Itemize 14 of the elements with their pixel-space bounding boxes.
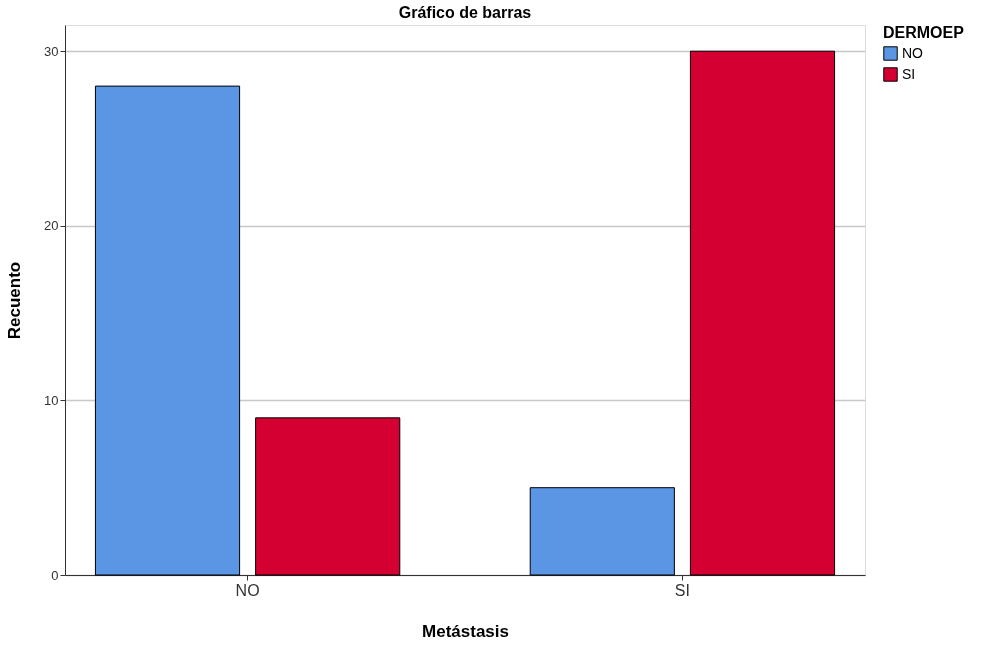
legend-title: DERMOEP [883, 24, 965, 41]
bar [255, 417, 401, 576]
y-tick-label: 30 [44, 43, 59, 59]
legend-label: SI [902, 65, 916, 82]
legend-label: NO [902, 44, 924, 61]
x-axis-title: Metástasis [422, 621, 509, 641]
chart-title: Gráfico de barras [398, 4, 532, 21]
y-tick-label: 20 [44, 218, 59, 234]
bar [529, 487, 675, 576]
y-axis-title: Recuento [5, 261, 25, 340]
bar [94, 85, 241, 576]
y-tick-label: 0 [51, 567, 59, 583]
y-tick-label: 10 [44, 392, 59, 408]
bar [689, 50, 836, 576]
